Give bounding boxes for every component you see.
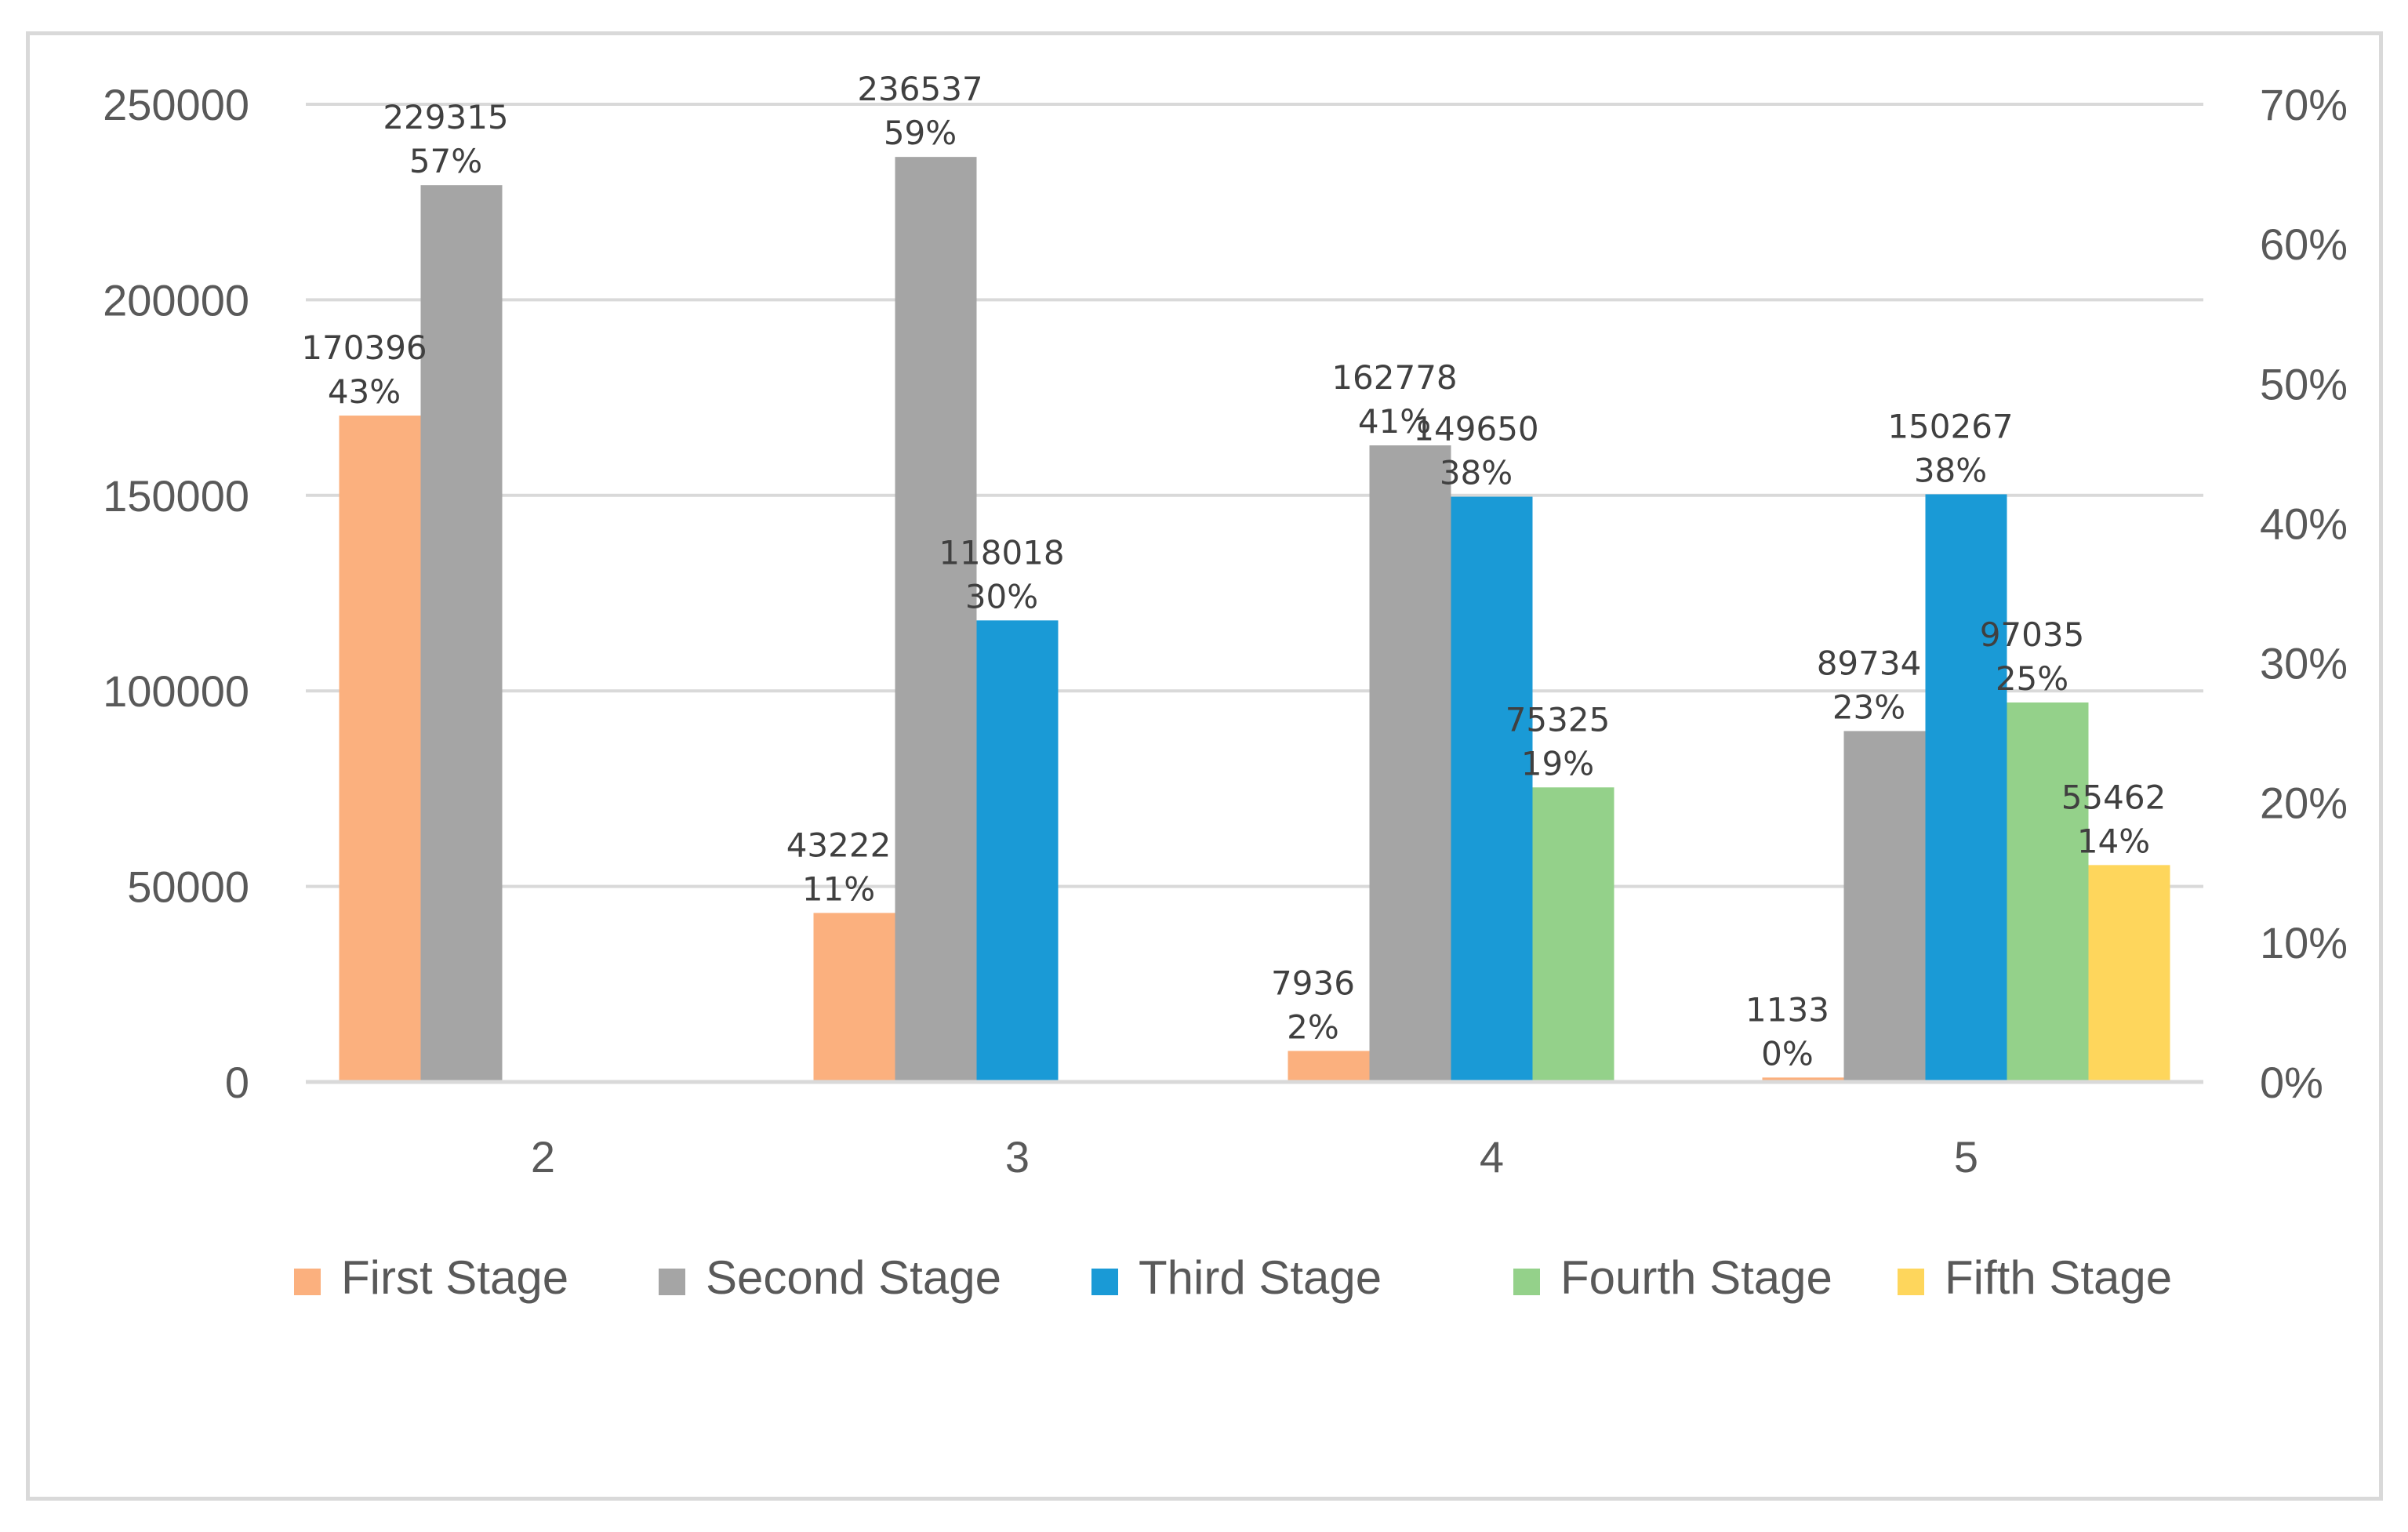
legend: First Stage Second Stage Third Stage Fourth… bbox=[294, 1251, 2172, 1304]
legend-label: Fifth Stage bbox=[1945, 1251, 2172, 1304]
legend-swatch bbox=[659, 1269, 685, 1295]
bar bbox=[976, 620, 1059, 1082]
x-tick-label: 4 bbox=[1480, 1132, 1504, 1182]
data-label-value: 43222 bbox=[786, 826, 892, 864]
y-tick-label: 200000 bbox=[103, 275, 249, 325]
y2-tick-label: 10% bbox=[2260, 918, 2348, 967]
data-label-percent: 59% bbox=[884, 114, 957, 152]
y-axis-right: 0% 10% 20% 30% 40% 50% 60% 70% bbox=[2260, 80, 2348, 1107]
data-label-value: 118018 bbox=[939, 533, 1064, 572]
data-label-value: 89734 bbox=[1817, 644, 1922, 682]
data-label-percent: 23% bbox=[1832, 688, 1905, 726]
x-tick-label: 5 bbox=[1954, 1132, 1978, 1182]
bar bbox=[1532, 787, 1614, 1082]
y-tick-label: 100000 bbox=[103, 666, 249, 716]
data-label-percent: 11% bbox=[802, 869, 875, 908]
data-label-value: 7936 bbox=[1271, 964, 1355, 1002]
y2-tick-label: 70% bbox=[2260, 80, 2348, 129]
y-tick-label: 250000 bbox=[103, 80, 249, 129]
bars bbox=[339, 157, 2170, 1083]
y2-tick-label: 30% bbox=[2260, 639, 2348, 688]
y-tick-label: 0 bbox=[225, 1058, 249, 1107]
bar bbox=[1369, 445, 1451, 1082]
bar bbox=[895, 157, 977, 1082]
bar bbox=[813, 913, 895, 1082]
legend-swatch bbox=[1513, 1269, 1540, 1295]
data-label-value: 75325 bbox=[1505, 700, 1611, 739]
bar bbox=[1288, 1051, 1370, 1082]
y2-tick-label: 40% bbox=[2260, 499, 2348, 548]
bar bbox=[339, 416, 421, 1082]
data-label-percent: 2% bbox=[1287, 1007, 1339, 1046]
data-label-value: 97035 bbox=[1980, 615, 2085, 654]
legend-swatch bbox=[1898, 1269, 1924, 1295]
data-label-percent: 30% bbox=[965, 577, 1038, 615]
data-label-percent: 41% bbox=[1358, 402, 1431, 441]
bar bbox=[2088, 865, 2170, 1082]
data-label-value: 149650 bbox=[1413, 410, 1538, 448]
legend-swatch bbox=[294, 1269, 321, 1295]
y2-tick-label: 0% bbox=[2260, 1058, 2323, 1107]
data-label-percent: 43% bbox=[328, 372, 401, 411]
y-tick-label: 150000 bbox=[103, 471, 249, 521]
data-label-value: 150267 bbox=[1887, 407, 2013, 445]
data-label-value: 1133 bbox=[1745, 990, 1829, 1029]
bar bbox=[1451, 496, 1533, 1082]
legend-swatch bbox=[1091, 1269, 1118, 1295]
data-label-percent: 57% bbox=[409, 142, 482, 180]
data-label-percent: 38% bbox=[1440, 454, 1513, 492]
data-label-value: 162778 bbox=[1331, 358, 1457, 397]
bar bbox=[420, 185, 503, 1083]
data-label-percent: 19% bbox=[1521, 744, 1594, 782]
data-label-value: 229315 bbox=[383, 98, 508, 136]
y2-tick-label: 60% bbox=[2260, 220, 2348, 269]
x-tick-label: 3 bbox=[1005, 1132, 1030, 1182]
data-label-percent: 0% bbox=[1761, 1034, 1814, 1073]
data-label-value: 170396 bbox=[301, 329, 427, 367]
data-label-value: 236537 bbox=[857, 70, 982, 108]
bar bbox=[1925, 494, 2007, 1082]
legend-label: First Stage bbox=[341, 1251, 568, 1304]
data-label-percent: 38% bbox=[1914, 451, 1987, 489]
y-tick-label: 50000 bbox=[127, 862, 249, 912]
y2-tick-label: 20% bbox=[2260, 779, 2348, 828]
bar bbox=[1762, 1077, 1844, 1082]
legend-label: Second Stage bbox=[706, 1251, 1001, 1304]
data-label-percent: 25% bbox=[1996, 659, 2068, 698]
y2-tick-label: 50% bbox=[2260, 359, 2348, 408]
data-labels: 170396 43% 229315 57% 43222 11% 236537 59% 11801… bbox=[301, 70, 2166, 1073]
bar bbox=[2007, 702, 2089, 1082]
bar bbox=[1843, 731, 1926, 1082]
x-tick-label: 2 bbox=[531, 1132, 555, 1182]
legend-label: Fourth Stage bbox=[1560, 1251, 1832, 1304]
y-axis-left: 0 50000 100000 150000 200000 250000 bbox=[103, 80, 249, 1107]
data-label-value: 55462 bbox=[2061, 778, 2166, 816]
data-label-percent: 14% bbox=[2077, 822, 2150, 860]
legend-label: Third Stage bbox=[1139, 1251, 1382, 1304]
x-axis: 2 3 4 5 bbox=[306, 1080, 2203, 1182]
